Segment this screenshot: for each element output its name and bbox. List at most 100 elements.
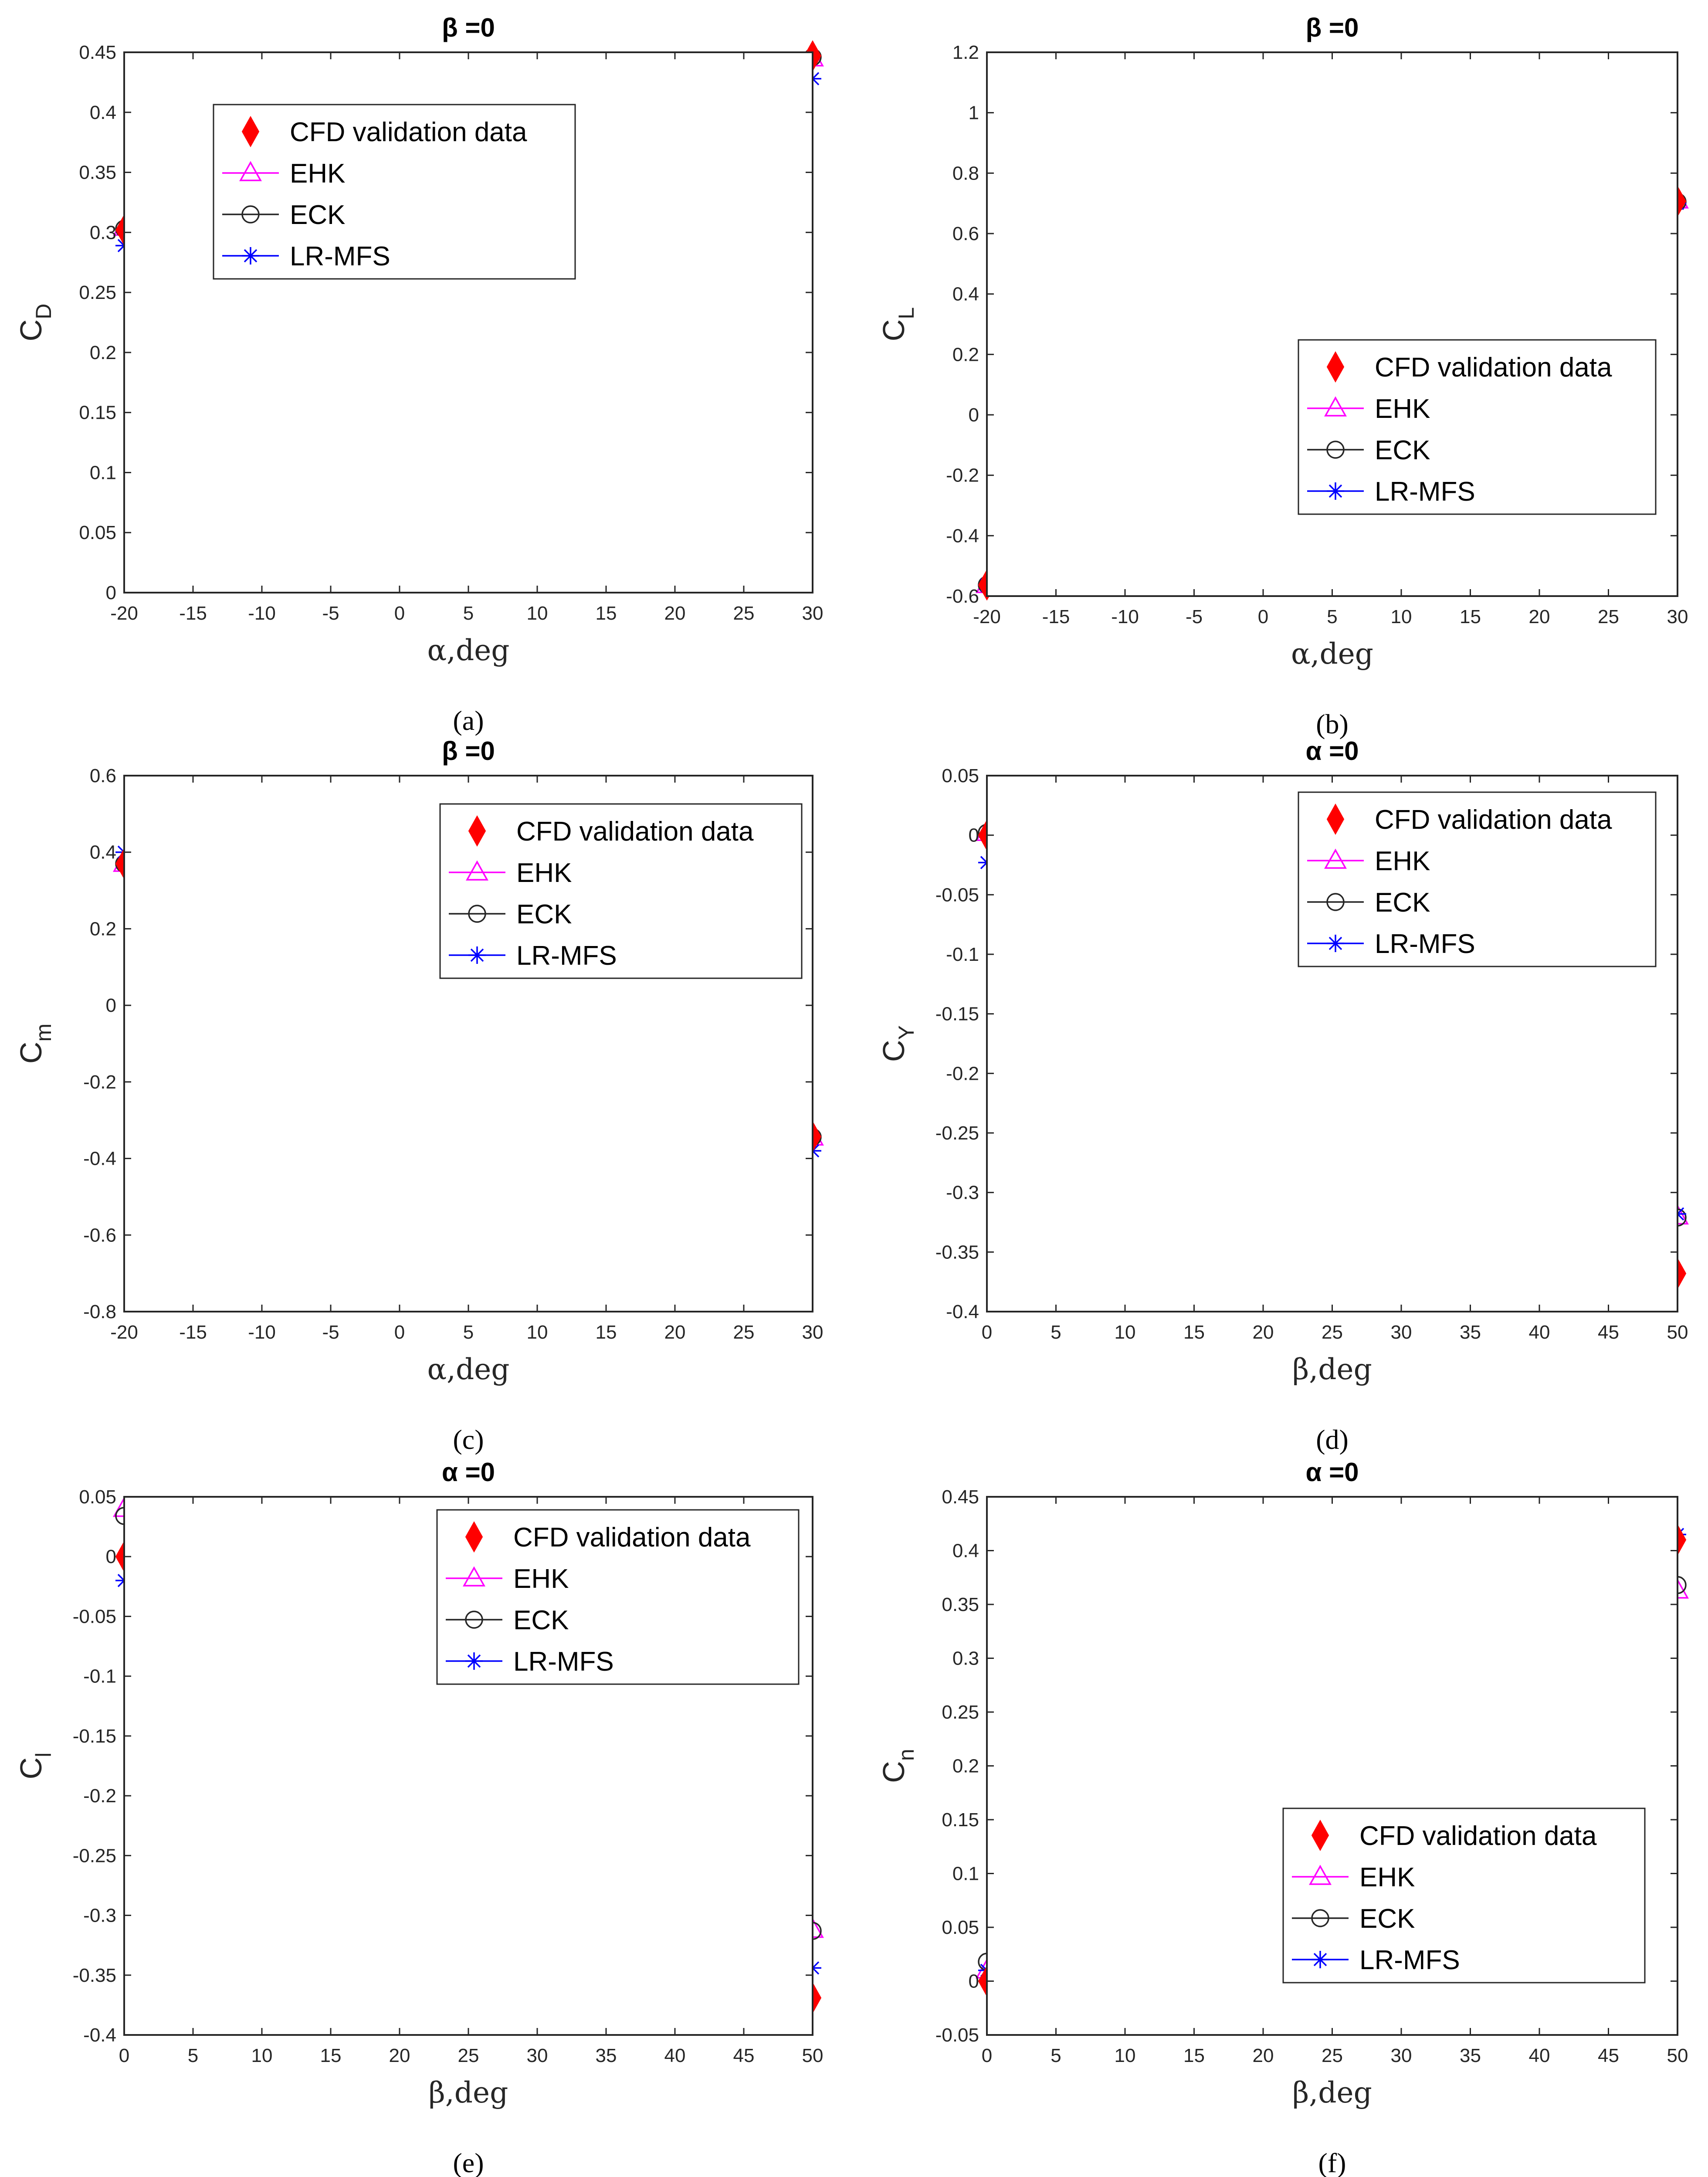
x-axis-label: α,deg bbox=[427, 634, 509, 667]
y-axis-label-main: C bbox=[877, 1040, 911, 1062]
legend: CFD validation data EHK ECK LR-MFS bbox=[1298, 339, 1657, 515]
legend-label-ehk: EHK bbox=[513, 1564, 569, 1594]
legend-label-eck: ECK bbox=[516, 899, 572, 929]
y-tick-label: 0.4 bbox=[90, 842, 116, 863]
x-tick-label: 30 bbox=[1667, 606, 1688, 627]
x-tick-label: 20 bbox=[1253, 1322, 1274, 1343]
x-tick-label: 40 bbox=[664, 2045, 686, 2066]
x-tick-label: 25 bbox=[733, 603, 755, 624]
legend-marker-eck bbox=[468, 905, 486, 923]
y-tick-label: 0 bbox=[106, 1546, 116, 1567]
y-axis-label: CL bbox=[877, 307, 918, 341]
legend-marker-cfd bbox=[468, 815, 486, 847]
y-tick-label: 0.2 bbox=[952, 1756, 979, 1777]
y-tick-label: 0.05 bbox=[79, 1486, 116, 1508]
x-axis-label: β,deg bbox=[1292, 1353, 1372, 1386]
legend-marker-lrmfs bbox=[242, 247, 259, 264]
legend-marker-cfd bbox=[241, 115, 260, 148]
legend-label-ehk: EHK bbox=[1375, 394, 1430, 424]
x-tick-label: 0 bbox=[394, 603, 405, 624]
y-tick-label: -0.6 bbox=[83, 1224, 116, 1246]
y-tick-label: 0.15 bbox=[79, 402, 116, 424]
y-tick-label: -0.4 bbox=[83, 1148, 116, 1170]
legend-label-lrmfs: LR-MFS bbox=[1375, 929, 1475, 959]
y-tick-label: 0.1 bbox=[952, 1863, 979, 1885]
x-tick-label: 15 bbox=[596, 1322, 617, 1343]
y-tick-label: 0.6 bbox=[90, 765, 116, 787]
x-tick-label: 20 bbox=[664, 603, 686, 624]
x-tick-label: -5 bbox=[1186, 606, 1203, 627]
y-tick-label: -0.6 bbox=[946, 586, 979, 607]
y-tick-label: 0.05 bbox=[79, 522, 116, 543]
legend-marker-ehk bbox=[1324, 396, 1347, 417]
legend-label-cfd: CFD validation data bbox=[1359, 1821, 1597, 1851]
legend-label-cfd: CFD validation data bbox=[1375, 353, 1612, 383]
y-tick-label: -0.05 bbox=[73, 1606, 116, 1627]
legend-label-lrmfs: LR-MFS bbox=[1359, 1945, 1460, 1975]
y-axis-label: Cm bbox=[14, 1024, 56, 1064]
x-tick-label: 20 bbox=[664, 1322, 686, 1343]
y-tick-label: 0 bbox=[969, 1971, 979, 1992]
x-tick-label: -5 bbox=[322, 1322, 339, 1343]
legend: CFD validation data EHK ECK LR-MFS bbox=[213, 104, 576, 280]
y-tick-label: 0.35 bbox=[942, 1594, 979, 1615]
x-tick-label: 20 bbox=[1253, 2045, 1274, 2066]
y-tick-label: -0.25 bbox=[73, 1845, 116, 1866]
y-tick-label: 1 bbox=[969, 102, 979, 124]
y-tick-label: -0.2 bbox=[83, 1785, 116, 1807]
y-tick-label: 0.35 bbox=[79, 162, 116, 183]
x-tick-label: 40 bbox=[1529, 1322, 1550, 1343]
legend-marker-eck bbox=[1326, 441, 1345, 459]
y-axis-label: Cl bbox=[14, 1753, 56, 1780]
y-tick-label: -0.25 bbox=[935, 1122, 979, 1144]
legend-box bbox=[1282, 1807, 1646, 1984]
x-axis-label: α,deg bbox=[427, 1353, 509, 1386]
y-axis-label-subscript: m bbox=[31, 1024, 56, 1042]
x-tick-label: -20 bbox=[110, 603, 138, 624]
legend-label-ehk: EHK bbox=[1359, 1862, 1415, 1892]
x-tick-label: 10 bbox=[527, 1322, 548, 1343]
chart-panel-d: 0 5 10 15 20 25 30 35 40 45 50 -0.4 -0.35 -0.3 -0.25 -0… bbox=[877, 736, 1689, 1455]
legend-marker-lrmfs bbox=[1327, 482, 1344, 500]
legend-label-cfd: CFD validation data bbox=[513, 1523, 751, 1553]
legend-label-eck: ECK bbox=[1375, 435, 1430, 465]
legend-box bbox=[439, 803, 803, 979]
y-tick-label: -0.2 bbox=[946, 1063, 979, 1084]
y-axis-label-subscript: D bbox=[31, 304, 56, 319]
legend-label-lrmfs: LR-MFS bbox=[513, 1647, 614, 1677]
x-tick-label: -5 bbox=[322, 603, 339, 624]
y-axis-label-main: C bbox=[877, 319, 911, 342]
x-axis-label: α,deg bbox=[1291, 637, 1373, 671]
x-tick-label: 45 bbox=[1598, 2045, 1619, 2066]
y-axis-label-main: C bbox=[14, 319, 48, 342]
x-tick-label: -15 bbox=[179, 1322, 207, 1343]
x-tick-label: 0 bbox=[394, 1322, 405, 1343]
legend-label-ehk: EHK bbox=[1375, 846, 1430, 876]
y-tick-label: 0.25 bbox=[79, 282, 116, 303]
x-tick-label: 0 bbox=[1258, 606, 1268, 627]
y-tick-label: 0.2 bbox=[90, 918, 116, 939]
x-tick-label: 45 bbox=[1598, 1322, 1619, 1343]
y-tick-label: 0.45 bbox=[942, 1486, 979, 1508]
legend-marker-eck bbox=[241, 205, 260, 224]
x-tick-label: -20 bbox=[110, 1322, 138, 1343]
x-axis-label: β,deg bbox=[1292, 2076, 1372, 2109]
legend: CFD validation data EHK ECK LR-MFS bbox=[436, 1509, 800, 1685]
legend-marker-lrmfs bbox=[1312, 1951, 1329, 1968]
y-tick-label: 0 bbox=[106, 995, 116, 1016]
y-tick-label: -0.8 bbox=[83, 1301, 116, 1322]
legend-marker-cfd bbox=[1311, 1819, 1329, 1851]
y-tick-label: -0.2 bbox=[83, 1072, 116, 1093]
x-tick-label: 15 bbox=[1183, 1322, 1205, 1343]
x-tick-label: 25 bbox=[1322, 1322, 1343, 1343]
legend-label-eck: ECK bbox=[513, 1605, 569, 1635]
x-tick-label: 10 bbox=[1115, 2045, 1136, 2066]
x-tick-label: -10 bbox=[1111, 606, 1139, 627]
legend-marker-ehk bbox=[463, 1566, 485, 1587]
y-tick-label: -0.15 bbox=[935, 1004, 979, 1025]
panel-caption: (f) bbox=[1318, 2147, 1346, 2177]
legend-box bbox=[1298, 791, 1657, 967]
legend-label-cfd: CFD validation data bbox=[290, 117, 527, 147]
legend-box bbox=[213, 104, 576, 280]
y-axis-label-main: C bbox=[14, 1042, 48, 1064]
